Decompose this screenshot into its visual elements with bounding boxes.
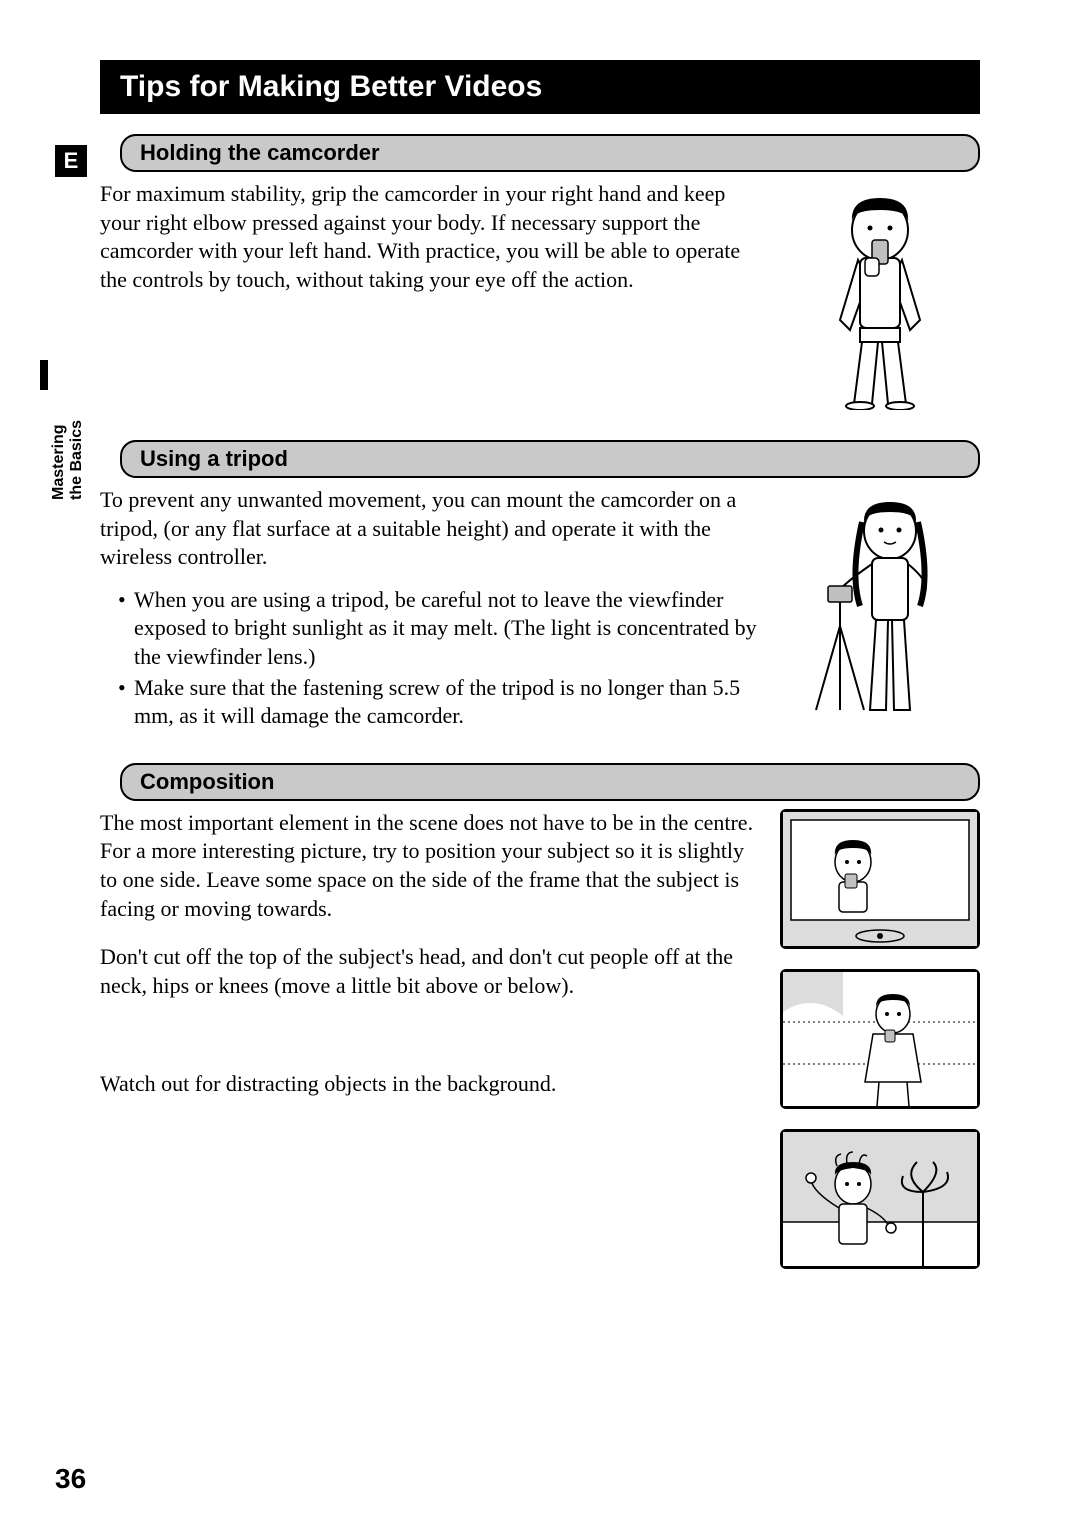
section-composition: The most important element in the scene …	[100, 809, 980, 1269]
section-holding-text: For maximum stability, grip the camcorde…	[100, 180, 760, 308]
holding-illustration	[780, 180, 980, 410]
side-tab-line2: the Basics	[68, 420, 85, 500]
section-heading-tripod: Using a tripod	[120, 440, 980, 478]
tripod-illustration-col	[780, 486, 980, 716]
section-composition-text: The most important element in the scene …	[100, 809, 760, 1113]
composition-illustration-col	[780, 809, 980, 1269]
composition-p1: The most important element in the scene …	[100, 809, 760, 923]
holding-body: For maximum stability, grip the camcorde…	[100, 180, 760, 294]
page-number: 36	[55, 1463, 86, 1495]
composition-p2: Don't cut off the top of the subject's h…	[100, 943, 760, 1000]
tripod-bullet-2: Make sure that the fastening screw of th…	[118, 674, 760, 731]
side-tab-line1: Mastering	[50, 424, 67, 500]
tripod-bullet-1: When you are using a tripod, be careful …	[118, 586, 760, 672]
side-tab-marker	[40, 360, 48, 390]
page-title: Tips for Making Better Videos	[100, 60, 980, 114]
tripod-intro: To prevent any unwanted movement, you ca…	[100, 486, 760, 572]
tripod-bullets: When you are using a tripod, be careful …	[100, 586, 760, 731]
section-heading-composition: Composition	[120, 763, 980, 801]
chapter-side-tab: Mastering the Basics	[40, 370, 90, 500]
composition-illustration-2	[780, 969, 980, 1109]
section-heading-holding: Holding the camcorder	[120, 134, 980, 172]
section-tripod-text: To prevent any unwanted movement, you ca…	[100, 486, 760, 733]
composition-illustration-3	[780, 1129, 980, 1269]
section-holding: For maximum stability, grip the camcorde…	[100, 180, 980, 410]
language-badge: E	[55, 145, 87, 177]
tripod-illustration	[780, 486, 980, 716]
holding-illustration-col	[780, 180, 980, 410]
composition-illustration-1	[780, 809, 980, 949]
page-content: Tips for Making Better Videos Holding th…	[100, 60, 980, 1269]
composition-p3: Watch out for distracting objects in the…	[100, 1070, 760, 1099]
side-tab-label: Mastering the Basics	[50, 420, 85, 500]
section-tripod: To prevent any unwanted movement, you ca…	[100, 486, 980, 733]
